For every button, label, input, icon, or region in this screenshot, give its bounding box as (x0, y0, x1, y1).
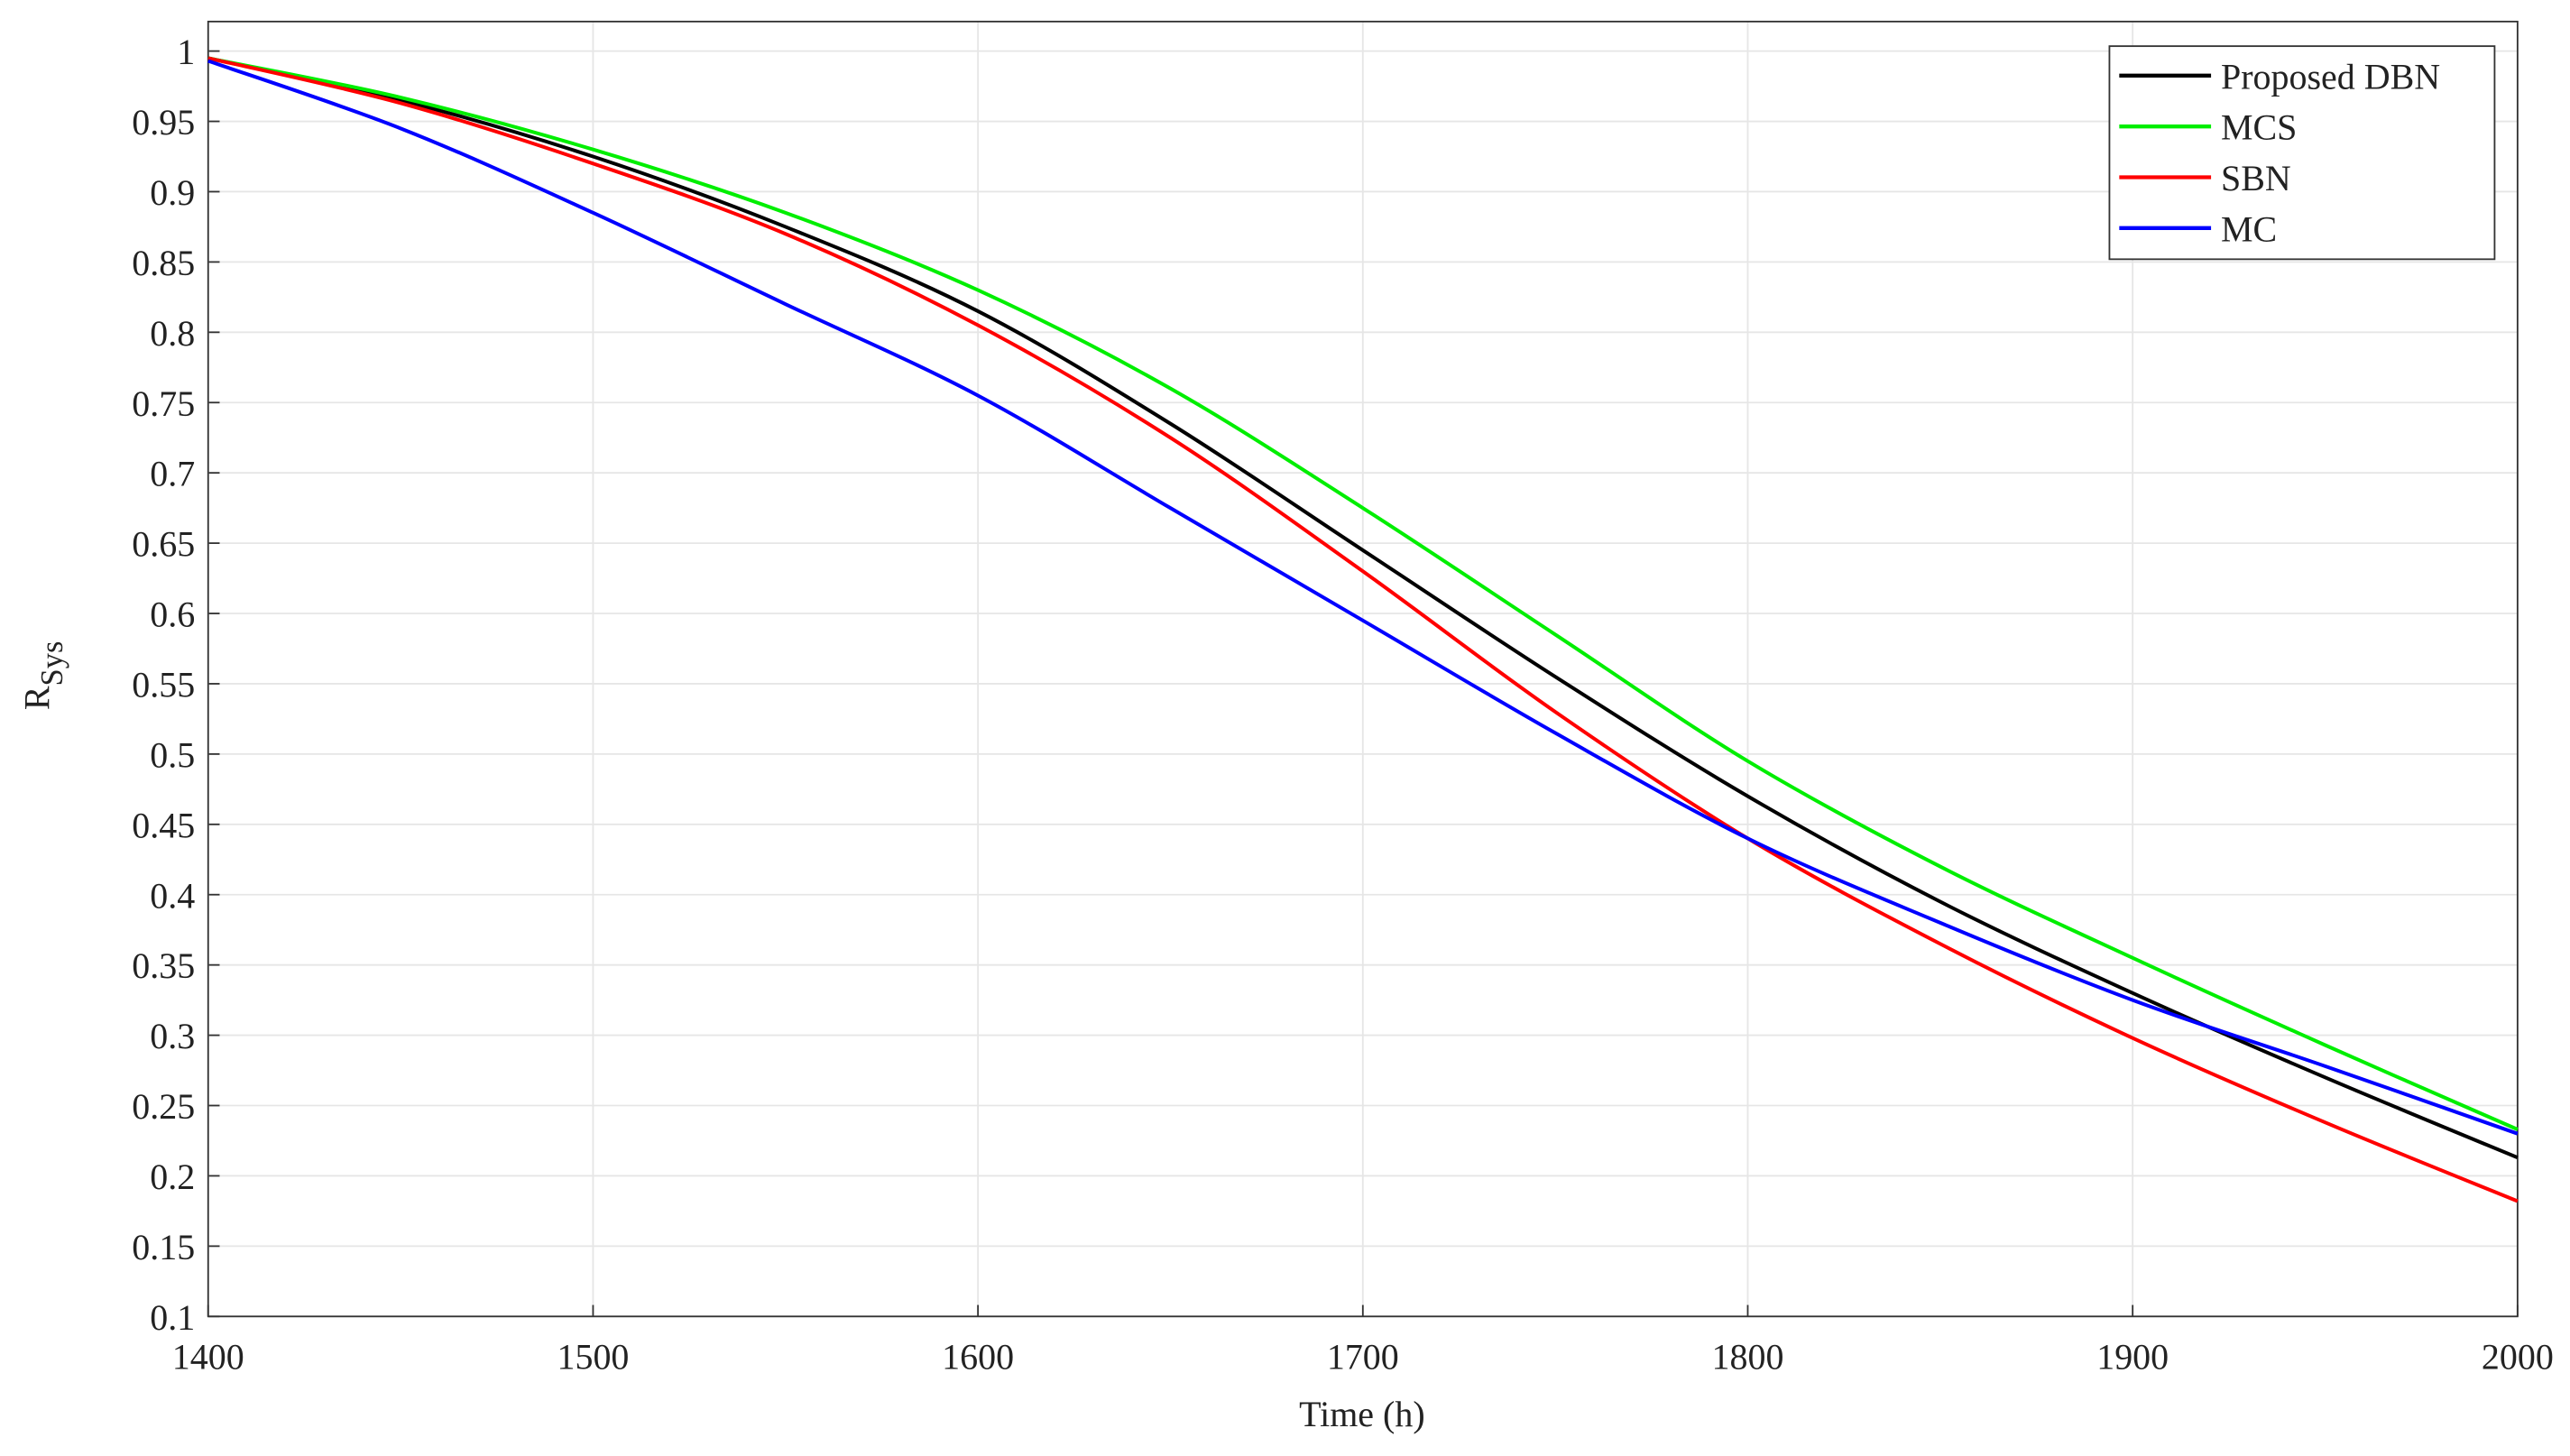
x-tick-label: 1500 (557, 1336, 629, 1377)
y-tick-label: 0.8 (150, 313, 195, 354)
series-line (207, 56, 2519, 1203)
legend-box (2108, 45, 2496, 261)
plot-frame (207, 20, 2519, 1318)
legend-label: SBN (2221, 158, 2291, 198)
y-tick-label: 0.9 (150, 172, 195, 213)
y-tick-label: 0.1 (150, 1297, 195, 1338)
y-tick-label: 1 (177, 32, 195, 72)
y-tick-label: 0.75 (132, 383, 195, 424)
y-tick-label: 0.25 (132, 1086, 195, 1127)
y-tick-label: 0.7 (150, 454, 195, 494)
y-tick-label: 0.35 (132, 945, 195, 986)
y-tick-label: 0.95 (132, 102, 195, 143)
y-tick-label: 0.65 (132, 524, 195, 565)
y-tick-label: 0.4 (150, 875, 195, 916)
y-axis-label: RSys (17, 641, 70, 711)
x-tick-label: 1400 (172, 1336, 244, 1377)
series-line (207, 56, 2519, 1131)
y-tick-label: 0.5 (150, 734, 195, 775)
y-tick-label: 0.2 (150, 1157, 195, 1197)
legend-label: MC (2221, 208, 2277, 249)
y-axis-label-sub: Sys (35, 641, 69, 687)
x-tick-label: 1800 (1712, 1336, 1784, 1377)
series-line (207, 56, 2519, 1160)
y-tick-label: 0.3 (150, 1016, 195, 1056)
y-axis-label-main: R (17, 686, 58, 710)
x-tick-label: 1900 (2096, 1336, 2169, 1377)
x-tick-label: 1600 (942, 1336, 1014, 1377)
y-tick-label: 0.45 (132, 805, 195, 845)
y-tick-label: 0.85 (132, 243, 195, 283)
x-tick-label: 2000 (2482, 1336, 2554, 1377)
legend-label: MCS (2221, 107, 2297, 148)
series-line (207, 59, 2519, 1136)
legend-label: Proposed DBN (2221, 56, 2440, 97)
y-tick-label: 0.6 (150, 594, 195, 635)
x-tick-label: 1700 (1327, 1336, 1399, 1377)
y-tick-label: 0.55 (132, 664, 195, 705)
y-tick-label: 0.15 (132, 1227, 195, 1267)
x-axis-label: Time (h) (1299, 1394, 1425, 1434)
